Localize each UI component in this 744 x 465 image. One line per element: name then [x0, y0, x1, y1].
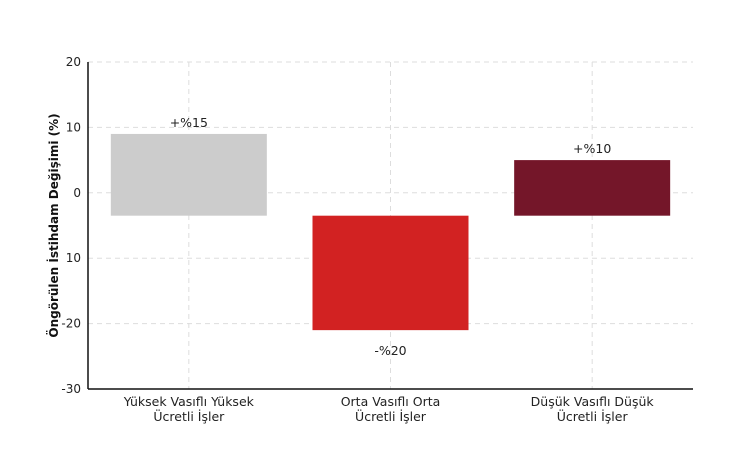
y-tick-label-5: -30	[61, 382, 81, 396]
category-label-2-line-1: Ücretli İşler	[557, 408, 629, 424]
y-tick-label-2: 0	[73, 186, 81, 200]
data-label-0: +%15	[170, 115, 208, 130]
category-label-0-line-1: Ücretli İşler	[153, 408, 225, 424]
y-tick-label-3: 10	[66, 251, 81, 265]
bars	[110, 133, 671, 331]
y-tick-labels: 20 10 0 10 -20 -30	[61, 55, 81, 396]
bar-1	[312, 215, 469, 331]
data-label-1: -%20	[374, 343, 406, 358]
category-label-0-line-0: Yüksek Vasıflı Yüksek	[123, 394, 255, 409]
category-label-1-line-1: Ücretli İşler	[355, 408, 427, 424]
y-tick-label-1: 10	[66, 120, 81, 134]
bar-0	[110, 133, 267, 216]
bar-2	[514, 160, 671, 216]
y-tick-label-0: 20	[66, 55, 81, 69]
y-axis-label: Öngörülen İstihdam Değişimi (%)	[46, 113, 61, 337]
category-label-1-line-0: Orta Vasıflı Orta	[341, 394, 441, 409]
data-labels: +%15 -%20 +%10	[170, 115, 612, 358]
data-label-2: +%10	[573, 141, 611, 156]
y-tick-label-4: -20	[61, 317, 81, 331]
category-label-2-line-0: Düşük Vasıflı Düşük	[531, 394, 655, 409]
